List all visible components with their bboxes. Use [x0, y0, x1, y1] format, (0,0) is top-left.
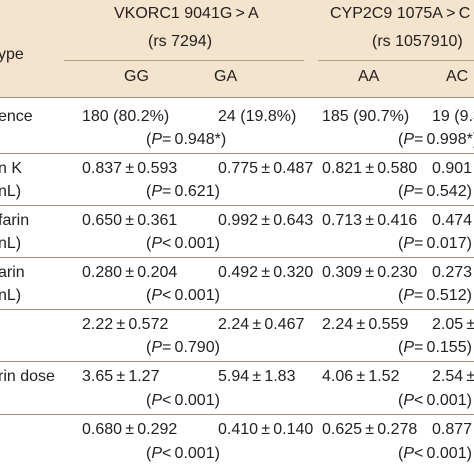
vkorc1-ga-value: 0.410 ± 0.140	[218, 421, 314, 438]
vkorc1-gg-value: 3.65 ± 1.27	[82, 368, 160, 385]
row-label-unit: nL)	[0, 235, 22, 252]
row-label: rin dose	[0, 368, 55, 385]
col-header-ac: AC	[446, 68, 469, 85]
cyp2c9-header-title: CYP2C9 1075A > C	[330, 5, 471, 22]
vkorc1-gg-value: 180 (80.2%)	[82, 108, 170, 125]
row-label: farin	[0, 212, 30, 229]
col-header-gg: GG	[124, 68, 149, 85]
cyp2c9-ac-value: 0.877 ±	[432, 421, 474, 438]
row-divider	[0, 414, 474, 415]
row-divider	[0, 257, 474, 258]
cyp2c9-p-value: (P= 0.155)	[398, 339, 472, 356]
col-header-ga: GA	[214, 68, 238, 85]
cyp2c9-aa-value: 4.06 ± 1.52	[322, 368, 400, 385]
vkorc1-ga-value: 0.775 ± 0.487	[218, 160, 314, 177]
cyp2c9-aa-value: 0.309 ± 0.230	[322, 264, 418, 281]
header-bottom-rule	[0, 97, 474, 98]
vkorc1-ga-value: 2.24 ± 0.467	[218, 316, 305, 333]
cyp2c9-aa-value: 185 (90.7%)	[322, 108, 410, 125]
vkorc1-ga-value: 5.94 ± 1.83	[218, 368, 296, 385]
vkorc1-ga-value: 24 (19.8%)	[218, 108, 297, 125]
vkorc1-ga-value: 0.492 ± 0.320	[218, 264, 314, 281]
row-divider	[0, 309, 474, 310]
cyp2c9-header-rs: (rs 1057910)	[372, 33, 463, 50]
row-label: n K	[0, 160, 23, 177]
vkorc1-gg-value: 0.680 ± 0.292	[82, 421, 178, 438]
vkorc1-header-rule	[64, 60, 304, 61]
cyp2c9-aa-value: 0.625 ± 0.278	[322, 421, 418, 438]
vkorc1-gg-value: 0.280 ± 0.204	[82, 264, 178, 281]
vkorc1-p-value: (P< 0.001)	[146, 235, 220, 252]
row-label-unit: nL)	[0, 287, 22, 304]
vkorc1-p-value: (P= 0.948*)	[146, 131, 227, 148]
vkorc1-p-value: (P< 0.001)	[146, 287, 220, 304]
cyp2c9-aa-value: 0.713 ± 0.416	[322, 212, 418, 229]
vkorc1-gg-value: 0.650 ± 0.361	[82, 212, 178, 229]
cyp2c9-p-value: (P= 0.512)	[398, 287, 472, 304]
cyp2c9-ac-value: 19 (9.3	[432, 108, 474, 125]
vkorc1-header-title: VKORC1 9041G > A	[114, 5, 259, 22]
vkorc1-header-rs: (rs 7294)	[148, 33, 213, 50]
vkorc1-ga-value: 0.992 ± 0.643	[218, 212, 314, 229]
cyp2c9-ac-value: 2.54 ± 0	[432, 368, 474, 385]
vkorc1-gg-value: 2.22 ± 0.572	[82, 316, 169, 333]
row-divider	[0, 205, 474, 206]
row-label: arin	[0, 264, 25, 281]
cyp2c9-aa-value: 0.821 ± 0.580	[322, 160, 418, 177]
cyp2c9-ac-value: 0.273 ±	[432, 264, 474, 281]
cyp2c9-p-value: (P< 0.001)	[398, 445, 472, 462]
cyp2c9-p-value: (P= 0.998*)	[398, 131, 474, 148]
cyp2c9-p-value: (P= 0.017)	[398, 235, 472, 252]
cyp2c9-ac-value: 2.05 ± 0	[432, 316, 474, 333]
vkorc1-p-value: (P= 0.790)	[146, 339, 220, 356]
vkorc1-gg-value: 0.837 ± 0.593	[82, 160, 178, 177]
cyp2c9-ac-value: 0.901 ±	[432, 160, 474, 177]
cyp2c9-p-value: (P< 0.001)	[398, 392, 472, 409]
row-divider	[0, 361, 474, 362]
cyp2c9-aa-value: 2.24 ± 0.559	[322, 316, 409, 333]
genotype-header-label: ype	[0, 46, 24, 63]
vkorc1-p-value: (P= 0.621)	[146, 183, 220, 200]
cyp2c9-p-value: (P= 0.542)	[398, 183, 472, 200]
row-label: ence	[0, 108, 33, 125]
vkorc1-p-value: (P< 0.001)	[146, 392, 220, 409]
cyp2c9-ac-value: 0.474 ±	[432, 212, 474, 229]
table-header: ype VKORC1 9041G > A (rs 7294) CYP2C9 10…	[0, 0, 474, 97]
vkorc1-p-value: (P< 0.001)	[146, 445, 220, 462]
row-divider	[0, 153, 474, 154]
col-header-aa: AA	[358, 68, 380, 85]
row-label-unit: nL)	[0, 183, 22, 200]
cyp2c9-header-rule	[318, 60, 474, 61]
